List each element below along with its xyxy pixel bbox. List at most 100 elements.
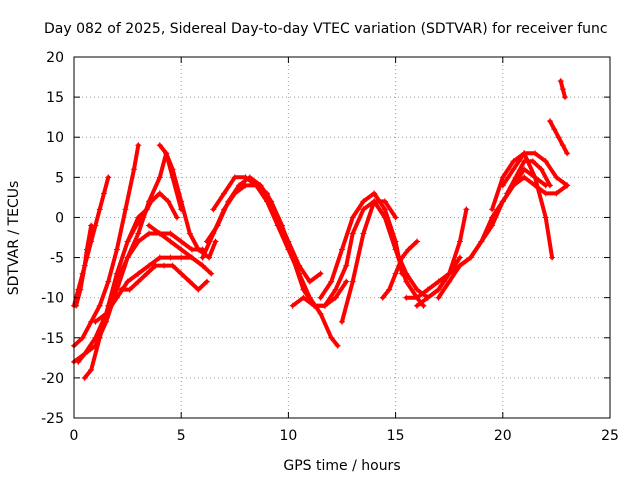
data-point <box>285 238 292 245</box>
data-point <box>371 190 378 197</box>
data-point <box>317 294 324 301</box>
series-sat-08 <box>118 262 210 293</box>
series-line <box>505 159 552 196</box>
data-point <box>124 238 131 245</box>
data-point <box>126 286 133 293</box>
data-point <box>467 254 474 261</box>
data-point <box>135 238 142 245</box>
data-point <box>300 286 307 293</box>
data-point <box>186 230 193 237</box>
data-point <box>221 190 228 197</box>
data-point <box>553 190 560 197</box>
y-tick-label: -20 <box>41 371 64 387</box>
series-sat-26 <box>546 118 571 157</box>
data-point <box>225 198 232 205</box>
data-point <box>328 334 335 341</box>
data-point <box>435 286 442 293</box>
data-point <box>343 278 350 285</box>
data-point <box>542 158 549 165</box>
data-point <box>564 150 571 157</box>
data-point <box>96 302 103 309</box>
series-line <box>93 255 214 324</box>
y-axis-label: SDTVAR / TECUs <box>6 181 22 296</box>
x-axis-label: GPS time / hours <box>283 458 400 474</box>
data-point <box>489 206 496 213</box>
data-point <box>456 254 463 261</box>
data-point <box>173 214 180 221</box>
data-point <box>203 238 210 245</box>
data-point <box>521 150 528 157</box>
data-point <box>212 238 219 245</box>
data-point <box>203 278 210 285</box>
data-point <box>199 262 206 269</box>
data-point <box>105 174 112 181</box>
y-tick-label: 10 <box>46 130 64 146</box>
data-point <box>135 142 142 149</box>
data-point <box>553 174 560 181</box>
data-point <box>103 318 110 325</box>
y-tick-label: -5 <box>50 251 64 267</box>
data-point <box>178 238 185 245</box>
data-point <box>156 142 163 149</box>
data-point <box>456 262 463 269</box>
data-point <box>113 270 120 277</box>
data-point <box>311 302 318 309</box>
data-point <box>456 238 463 245</box>
series-sat-07 <box>92 254 215 325</box>
data-point <box>306 278 313 285</box>
data-point <box>435 294 442 301</box>
data-point <box>339 246 345 253</box>
data-point <box>81 374 88 381</box>
data-point <box>146 230 153 237</box>
data-point <box>360 198 367 205</box>
data-point <box>178 270 185 277</box>
data-point <box>463 206 470 213</box>
data-point <box>559 142 566 149</box>
data-point <box>317 310 324 317</box>
y-tick-label: -25 <box>41 411 64 427</box>
data-point <box>489 214 496 221</box>
data-point <box>551 126 558 133</box>
grid <box>74 57 610 418</box>
data-point <box>146 222 153 229</box>
data-point <box>334 342 341 349</box>
data-point <box>349 230 356 237</box>
data-point <box>555 134 562 141</box>
data-point <box>512 174 519 181</box>
data-point <box>349 214 356 221</box>
y-tick-label: -10 <box>41 291 64 307</box>
data-point <box>405 246 412 253</box>
data-point <box>381 198 388 205</box>
data-point <box>135 230 142 237</box>
data-point <box>339 318 345 325</box>
data-point <box>499 198 506 205</box>
data-point <box>274 214 281 221</box>
data-point <box>414 302 421 309</box>
series-sat-19 <box>379 238 421 301</box>
data-point <box>242 174 249 181</box>
x-tick-label: 0 <box>70 428 79 444</box>
data-point <box>146 262 153 269</box>
data-point <box>242 182 249 189</box>
data-point <box>371 198 378 205</box>
data-point <box>178 246 185 253</box>
series-line <box>340 199 398 324</box>
data-point <box>392 246 399 253</box>
data-point <box>167 254 174 261</box>
data-point <box>531 150 538 157</box>
chart-title: Day 082 of 2025, Sidereal Day-to-day VTE… <box>44 21 608 37</box>
series-sat-21 <box>414 206 470 309</box>
series-line <box>82 207 149 380</box>
data-point <box>546 182 553 189</box>
data-point <box>392 270 399 277</box>
series-line <box>380 239 419 300</box>
series-line <box>415 207 469 308</box>
data-point <box>531 174 538 181</box>
x-tick-label: 5 <box>177 428 186 444</box>
data-point <box>208 270 215 277</box>
data-point <box>161 262 168 269</box>
data-point <box>478 238 485 245</box>
data-point <box>188 254 195 261</box>
series-line <box>157 143 218 260</box>
